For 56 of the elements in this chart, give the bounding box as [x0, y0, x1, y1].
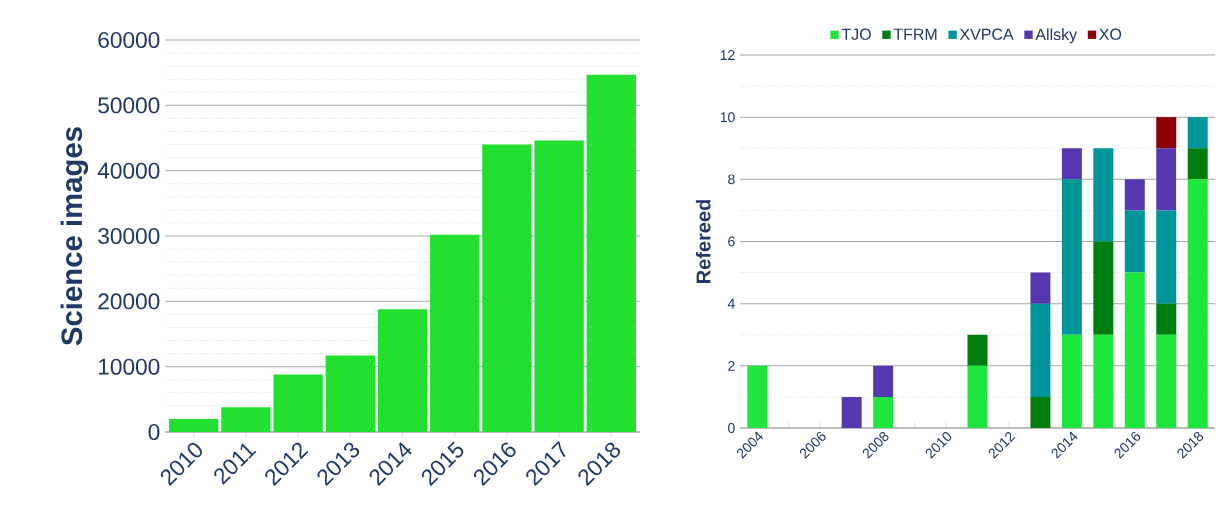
y-tick-label: 40000 — [97, 162, 160, 179]
bar — [967, 365, 988, 428]
bar — [873, 365, 894, 397]
y-tick-label: 12 — [720, 50, 735, 60]
bar — [273, 374, 323, 432]
bar — [1124, 210, 1145, 273]
bar — [1156, 303, 1177, 335]
y-tick-label: 0 — [148, 423, 160, 441]
bar — [534, 140, 584, 432]
legend-label: TJO — [841, 28, 871, 40]
bar — [1030, 272, 1051, 304]
bar — [430, 234, 480, 432]
bar — [1061, 179, 1082, 335]
bar — [221, 407, 271, 432]
bar — [325, 355, 375, 432]
bar — [377, 309, 428, 432]
y-tick-label: 60000 — [98, 31, 160, 49]
bar — [1093, 334, 1114, 428]
legend-label: XO — [1099, 28, 1122, 40]
y-axis-title: Refereed — [695, 200, 711, 283]
bar — [1124, 272, 1145, 428]
y-tick-label: 50000 — [98, 97, 160, 114]
bar — [1156, 210, 1177, 304]
bar — [967, 334, 988, 366]
y-tick-label: 10000 — [99, 358, 160, 375]
bar — [1156, 148, 1177, 211]
y-tick-label: 4 — [727, 298, 735, 309]
bar — [1187, 148, 1208, 180]
y-tick-label: 10 — [720, 112, 735, 123]
bar — [1030, 303, 1051, 397]
bar — [747, 365, 768, 428]
bar — [1061, 334, 1082, 428]
y-tick-label: 2 — [728, 360, 735, 371]
y-tick-label: 8 — [728, 174, 735, 185]
legend-label: Allsky — [1035, 28, 1078, 44]
bar — [1030, 396, 1051, 428]
legend-label: XVPCA — [959, 28, 1014, 40]
bar — [482, 144, 532, 432]
y-tick-label: 0 — [728, 423, 735, 433]
y-axis-title: Science images — [60, 127, 89, 346]
y-tick-label: 30000 — [98, 227, 160, 245]
bar — [1187, 117, 1208, 149]
bar — [1187, 179, 1208, 428]
bar — [873, 396, 894, 428]
bar — [1061, 148, 1082, 180]
bar — [169, 418, 219, 432]
bar — [1124, 179, 1145, 211]
y-tick-label: 6 — [728, 236, 735, 247]
bar — [1093, 148, 1114, 242]
bar — [1156, 334, 1177, 428]
y-tick-label: 20000 — [98, 293, 160, 310]
bar — [1093, 241, 1114, 335]
bar — [586, 74, 636, 432]
bar — [841, 396, 862, 428]
legend-label: TFRM — [893, 28, 937, 40]
bar — [1156, 117, 1177, 149]
